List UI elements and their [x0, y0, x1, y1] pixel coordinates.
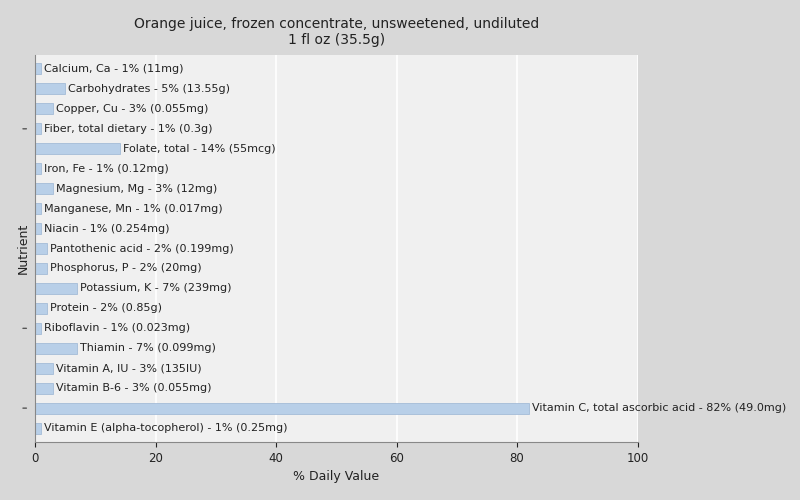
Text: Thiamin - 7% (0.099mg): Thiamin - 7% (0.099mg) — [80, 344, 216, 353]
Bar — [35, 263, 47, 274]
Text: Vitamin B-6 - 3% (0.055mg): Vitamin B-6 - 3% (0.055mg) — [56, 383, 212, 393]
Bar — [35, 303, 47, 314]
Bar — [35, 343, 78, 354]
Bar — [35, 64, 42, 74]
Bar — [35, 283, 78, 294]
Text: Potassium, K - 7% (239mg): Potassium, K - 7% (239mg) — [80, 284, 232, 294]
Bar — [35, 124, 42, 134]
Text: Vitamin A, IU - 3% (135IU): Vitamin A, IU - 3% (135IU) — [56, 363, 202, 373]
Bar — [35, 203, 42, 214]
Text: Iron, Fe - 1% (0.12mg): Iron, Fe - 1% (0.12mg) — [44, 164, 169, 173]
Bar — [35, 144, 119, 154]
Text: Phosphorus, P - 2% (20mg): Phosphorus, P - 2% (20mg) — [50, 264, 202, 274]
X-axis label: % Daily Value: % Daily Value — [294, 470, 379, 484]
Text: Riboflavin - 1% (0.023mg): Riboflavin - 1% (0.023mg) — [44, 324, 190, 334]
Bar — [35, 382, 54, 394]
Text: Manganese, Mn - 1% (0.017mg): Manganese, Mn - 1% (0.017mg) — [44, 204, 223, 214]
Bar — [35, 163, 42, 174]
Text: Calcium, Ca - 1% (11mg): Calcium, Ca - 1% (11mg) — [44, 64, 184, 74]
Bar — [35, 183, 54, 194]
Title: Orange juice, frozen concentrate, unsweetened, undiluted
1 fl oz (35.5g): Orange juice, frozen concentrate, unswee… — [134, 16, 539, 47]
Bar — [35, 362, 54, 374]
Bar — [35, 323, 42, 334]
Bar — [35, 243, 47, 254]
Text: Vitamin E (alpha-tocopherol) - 1% (0.25mg): Vitamin E (alpha-tocopherol) - 1% (0.25m… — [44, 423, 288, 433]
Text: Vitamin C, total ascorbic acid - 82% (49.0mg): Vitamin C, total ascorbic acid - 82% (49… — [532, 403, 786, 413]
Text: Carbohydrates - 5% (13.55g): Carbohydrates - 5% (13.55g) — [68, 84, 230, 94]
Text: Fiber, total dietary - 1% (0.3g): Fiber, total dietary - 1% (0.3g) — [44, 124, 213, 134]
Text: Magnesium, Mg - 3% (12mg): Magnesium, Mg - 3% (12mg) — [56, 184, 218, 194]
Text: Copper, Cu - 3% (0.055mg): Copper, Cu - 3% (0.055mg) — [56, 104, 209, 114]
Text: Folate, total - 14% (55mcg): Folate, total - 14% (55mcg) — [122, 144, 275, 154]
Text: Pantothenic acid - 2% (0.199mg): Pantothenic acid - 2% (0.199mg) — [50, 244, 234, 254]
Bar — [35, 84, 66, 94]
Text: Niacin - 1% (0.254mg): Niacin - 1% (0.254mg) — [44, 224, 170, 234]
Bar — [35, 422, 42, 434]
Bar — [35, 223, 42, 234]
Bar — [35, 402, 529, 413]
Y-axis label: Nutrient: Nutrient — [17, 223, 30, 274]
Text: Protein - 2% (0.85g): Protein - 2% (0.85g) — [50, 304, 162, 314]
Bar — [35, 104, 54, 115]
